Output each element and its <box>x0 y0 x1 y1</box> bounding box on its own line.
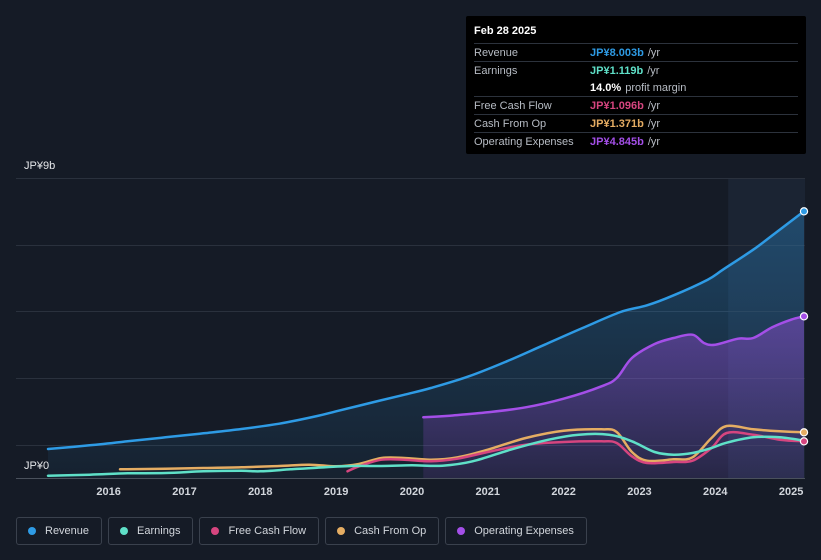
fcf-end-point <box>799 437 809 446</box>
tooltip-value: JP¥1.119b <box>590 64 644 77</box>
legend-item-operating-expenses[interactable]: Operating Expenses <box>445 517 587 545</box>
x-tick-label: 2022 <box>551 486 575 498</box>
legend-label: Cash From Op <box>354 525 427 537</box>
x-tick-label: 2023 <box>627 486 651 498</box>
x-tick-label: 2019 <box>324 486 348 498</box>
tooltip-row-opex: Operating Expenses JP¥4.845b /yr <box>474 132 798 150</box>
series-areas <box>48 211 804 479</box>
tooltip-value: 14.0% <box>590 81 622 94</box>
x-axis: 2016 2017 2018 2019 2020 2021 2022 2023 2024 2025 <box>96 486 803 498</box>
series-lines <box>46 210 806 477</box>
tooltip-label: Operating Expenses <box>474 135 574 148</box>
y-axis-bottom-label: JP¥0 <box>24 460 50 472</box>
tooltip-unit: /yr <box>647 64 660 77</box>
tooltip-unit: /yr <box>647 135 661 148</box>
cfo-end-point <box>799 428 809 437</box>
gridlines <box>16 178 805 479</box>
x-tick-label: 2024 <box>703 486 728 498</box>
tooltip-unit: /yr <box>647 99 661 112</box>
x-tick-label: 2017 <box>172 486 196 498</box>
tooltip-date: Feb 28 2025 <box>474 25 537 37</box>
tooltip-label: Cash From Op <box>474 117 547 130</box>
legend-label: Earnings <box>137 525 181 537</box>
legend-item-revenue[interactable]: Revenue <box>16 517 103 545</box>
series-endpoints <box>799 207 809 446</box>
cfo-line <box>118 424 806 471</box>
legend-item-earnings[interactable]: Earnings <box>108 517 194 545</box>
tooltip-label: Free Cash Flow <box>474 99 552 112</box>
tooltip-row-margin: 14.0% profit margin <box>474 79 798 96</box>
tooltip: Feb 28 2025 Revenue JP¥8.003b /yr Earnin… <box>466 16 806 154</box>
tooltip-row-fcf: Free Cash Flow JP¥1.096b /yr <box>474 96 798 114</box>
legend: Revenue Earnings Free Cash Flow Cash Fro… <box>16 517 587 545</box>
tooltip-value: JP¥8.003b <box>590 46 644 59</box>
tooltip-unit: profit margin <box>625 81 687 94</box>
legend-label: Free Cash Flow <box>228 525 307 537</box>
x-tick-label: 2018 <box>248 486 272 498</box>
tooltip-unit: /yr <box>647 46 661 59</box>
x-tick-label: 2021 <box>476 486 500 498</box>
legend-item-free-cash-flow[interactable]: Free Cash Flow <box>199 517 320 545</box>
tooltip-row-revenue: Revenue JP¥8.003b /yr <box>474 43 798 61</box>
tooltip-row-earnings: Earnings JP¥1.119b /yr <box>474 61 798 79</box>
legend-item-cash-from-op[interactable]: Cash From Op <box>325 517 440 545</box>
tooltip-value: JP¥4.845b <box>590 135 644 148</box>
opex-line <box>422 315 806 419</box>
operating-expenses-dot-icon <box>457 527 466 535</box>
cash-from-op-dot-icon <box>337 527 346 535</box>
tooltip-value: JP¥1.371b <box>590 117 644 130</box>
revenue-end-point <box>799 207 809 216</box>
earnings-dot-icon <box>120 527 129 535</box>
fcf-line <box>346 430 806 473</box>
revenue-line <box>46 210 806 451</box>
opex-area <box>423 316 804 478</box>
opex-end-point <box>799 312 809 321</box>
x-tick-label: 2020 <box>400 486 424 498</box>
tooltip-value: JP¥1.096b <box>590 99 644 112</box>
x-tick-label: 2025 <box>779 486 803 498</box>
legend-label: Revenue <box>45 525 90 537</box>
tooltip-label: Revenue <box>474 46 519 59</box>
earnings-line <box>46 432 806 477</box>
y-axis-top-label: JP¥9b <box>24 160 56 172</box>
revenue-dot-icon <box>28 527 36 535</box>
x-tick-label: 2016 <box>96 486 120 498</box>
legend-label: Operating Expenses <box>474 525 574 537</box>
tooltip-label: Earnings <box>474 64 518 77</box>
tooltip-unit: /yr <box>647 117 661 130</box>
free-cash-flow-dot-icon <box>211 527 220 535</box>
tooltip-row-cfo: Cash From Op JP¥1.371b /yr <box>474 114 798 132</box>
